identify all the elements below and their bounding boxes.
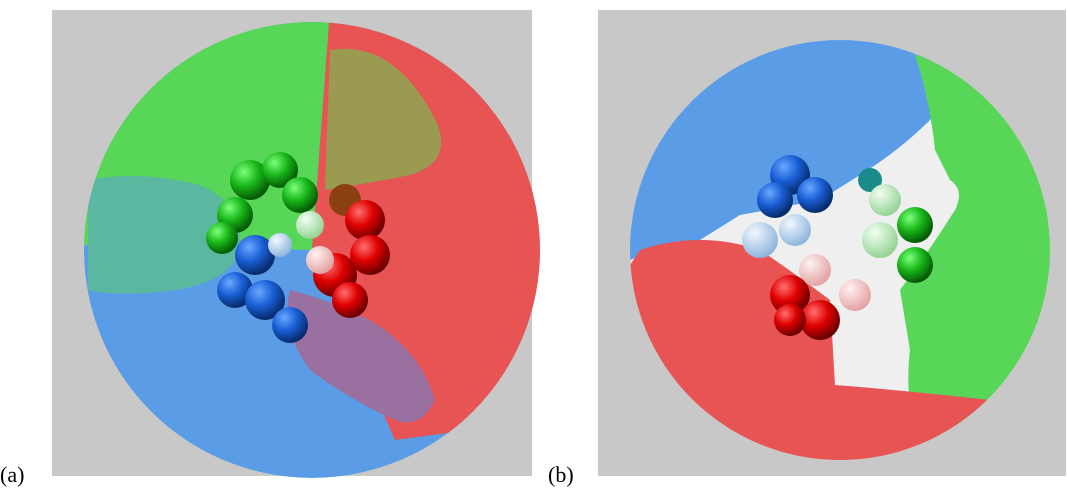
figure: (a) (b) <box>0 0 1068 492</box>
panel-b <box>598 10 1066 476</box>
panel-label: (b) <box>548 462 574 487</box>
panel-a <box>52 10 545 478</box>
page: (a) (b) (() => { const data = JSON.parse… <box>0 0 1068 492</box>
panel-label: (a) <box>0 462 24 487</box>
